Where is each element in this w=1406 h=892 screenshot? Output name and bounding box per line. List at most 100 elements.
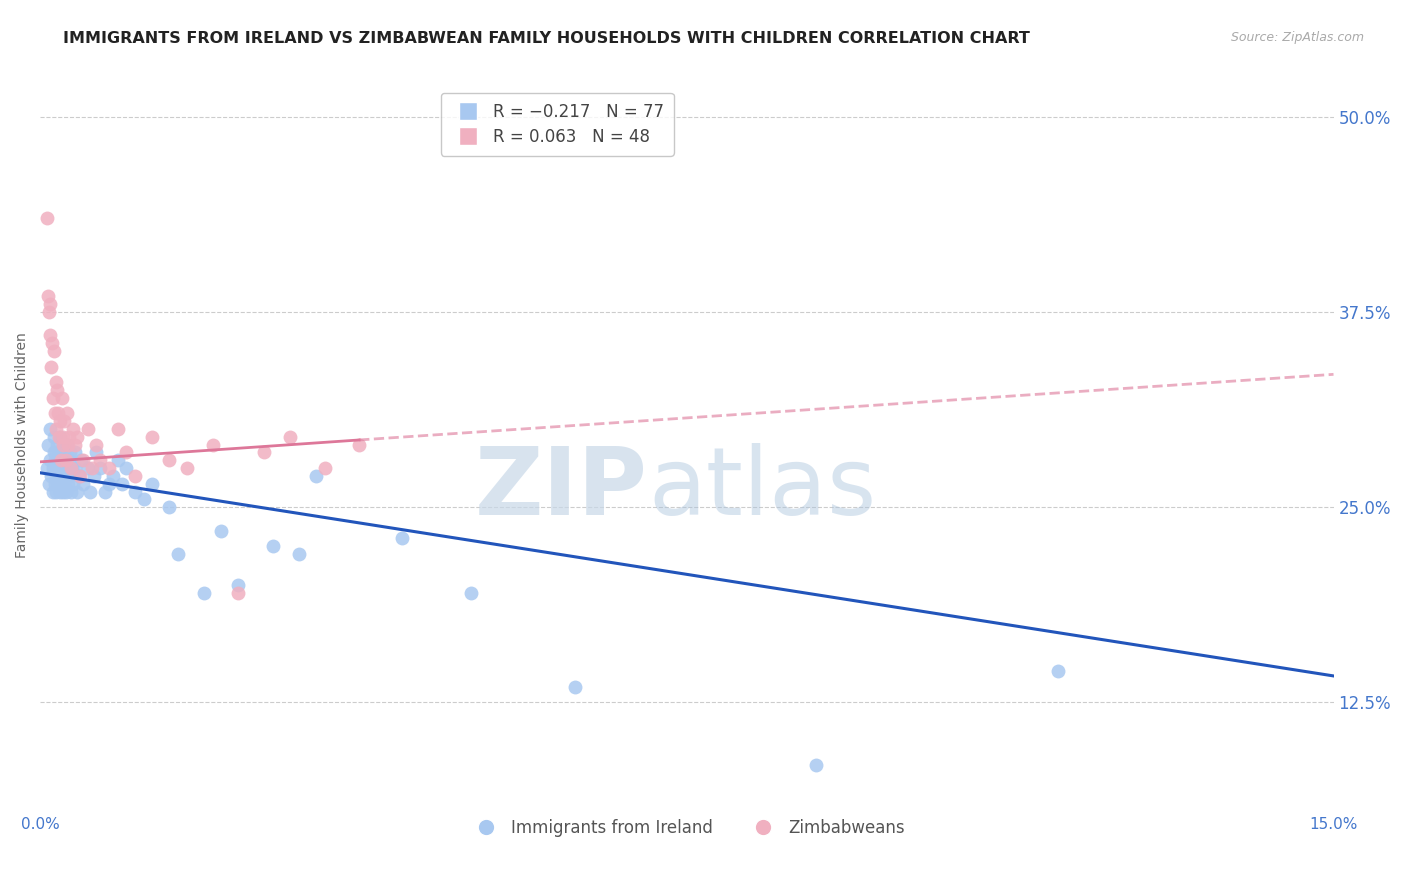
Point [42, 484, 65, 499]
Point [141, 476, 163, 491]
Point [98, 476, 121, 491]
Point [49, 484, 72, 499]
Point [46, 453, 69, 467]
Point [49, 414, 72, 428]
Point [58, 469, 80, 483]
Point [56, 437, 79, 451]
Text: IMMIGRANTS FROM IRELAND VS ZIMBABWEAN FAMILY HOUSEHOLDS WITH CHILDREN CORRELATIO: IMMIGRANTS FROM IRELAND VS ZIMBABWEAN FA… [63, 31, 1031, 46]
Point [63, 437, 86, 451]
Point [159, 500, 181, 515]
Point [56, 461, 79, 475]
Point [278, 430, 301, 444]
Point [124, 484, 146, 499]
Point [76, 422, 98, 436]
Point [460, 586, 482, 600]
Point [44, 453, 66, 467]
Point [49, 453, 72, 467]
Point [45, 375, 67, 389]
Point [42, 461, 65, 475]
Point [76, 461, 98, 475]
Point [111, 476, 134, 491]
Point [314, 461, 336, 475]
Point [46, 406, 69, 420]
Point [89, 461, 111, 475]
Point [391, 532, 413, 546]
Point [35, 211, 58, 225]
Y-axis label: Family Households with Children: Family Households with Children [15, 332, 30, 558]
Text: atlas: atlas [648, 442, 876, 534]
Point [52, 461, 75, 475]
Point [159, 453, 181, 467]
Point [98, 461, 121, 475]
Point [48, 430, 70, 444]
Point [66, 430, 89, 444]
Point [39, 422, 62, 436]
Point [67, 469, 90, 483]
Point [53, 414, 76, 428]
Point [89, 453, 111, 467]
Point [42, 343, 65, 358]
Point [37, 289, 59, 303]
Point [51, 469, 73, 483]
Point [46, 383, 69, 397]
Point [37, 437, 59, 451]
Point [45, 422, 67, 436]
Point [38, 297, 60, 311]
Point [53, 476, 76, 491]
Point [347, 437, 370, 451]
Point [46, 461, 69, 475]
Point [51, 484, 73, 499]
Point [65, 461, 87, 475]
Point [58, 430, 80, 444]
Point [72, 476, 94, 491]
Point [44, 406, 66, 420]
Point [228, 586, 250, 600]
Point [564, 680, 586, 694]
Point [42, 391, 65, 405]
Point [42, 445, 65, 459]
Point [209, 524, 232, 538]
Point [103, 469, 125, 483]
Point [51, 437, 73, 451]
Point [66, 484, 89, 499]
Point [41, 336, 63, 351]
Point [201, 437, 224, 451]
Point [69, 453, 91, 467]
Point [48, 445, 70, 459]
Point [56, 476, 79, 491]
Point [49, 476, 72, 491]
Point [51, 391, 73, 405]
Point [55, 453, 77, 467]
Point [52, 430, 75, 444]
Point [69, 469, 91, 483]
Point [84, 445, 107, 459]
Point [45, 469, 67, 483]
Point [51, 453, 73, 467]
Point [60, 484, 83, 499]
Point [72, 453, 94, 467]
Point [60, 461, 83, 475]
Point [46, 476, 69, 491]
Point [115, 461, 138, 475]
Point [48, 469, 70, 483]
Point [55, 453, 77, 467]
Point [49, 430, 72, 444]
Point [55, 484, 77, 499]
Point [79, 484, 101, 499]
Text: Source: ZipAtlas.com: Source: ZipAtlas.com [1230, 31, 1364, 45]
Point [1046, 665, 1069, 679]
Point [53, 469, 76, 483]
Point [228, 578, 250, 592]
Point [45, 484, 67, 499]
Point [253, 445, 276, 459]
Point [59, 445, 82, 459]
Point [80, 461, 103, 475]
Point [41, 469, 63, 483]
Point [124, 469, 146, 483]
Point [262, 539, 284, 553]
Point [41, 359, 63, 374]
Point [141, 430, 163, 444]
Point [62, 476, 84, 491]
Point [107, 453, 129, 467]
Text: ZIP: ZIP [475, 442, 648, 534]
